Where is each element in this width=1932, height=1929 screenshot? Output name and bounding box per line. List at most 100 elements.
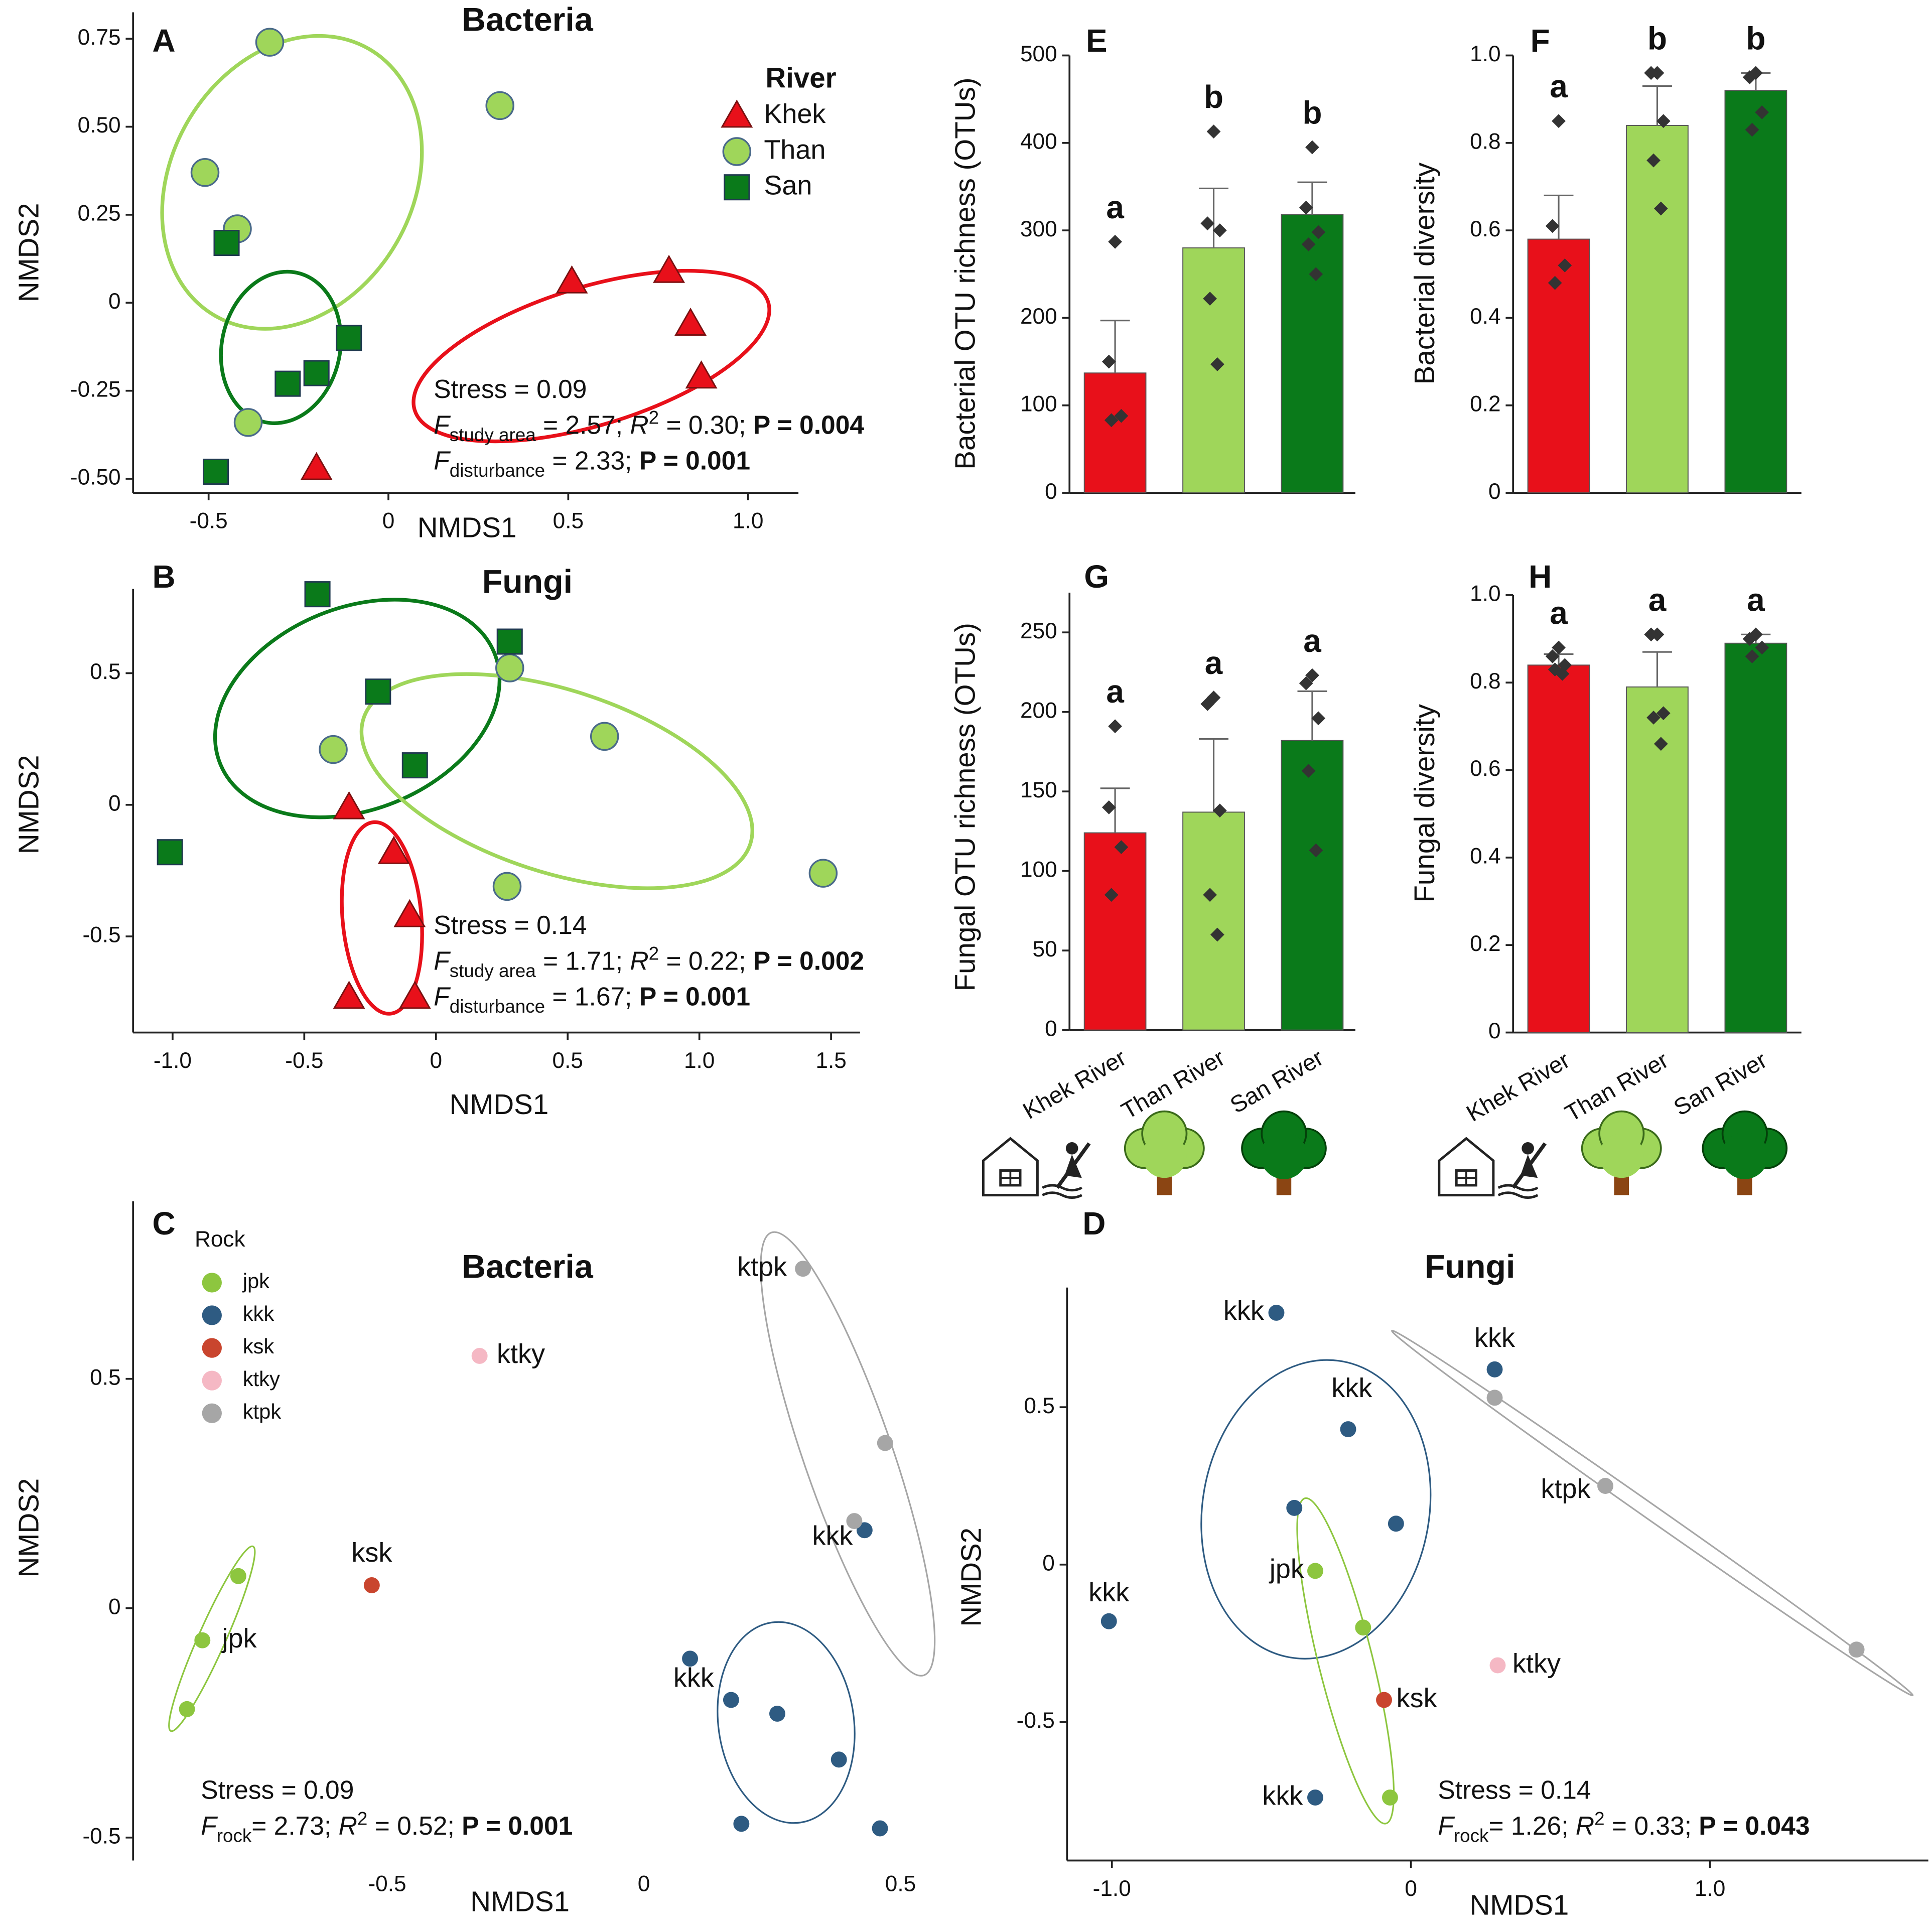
point — [213, 230, 240, 256]
point — [590, 722, 619, 751]
significance-letter: a — [1550, 68, 1568, 104]
significance-letter: a — [1106, 189, 1124, 225]
point-label: kkk — [1474, 1323, 1515, 1353]
point-label: ktky — [1512, 1648, 1561, 1679]
point — [1597, 1478, 1613, 1494]
annotation-part: 2 — [649, 943, 659, 964]
x-tick-label: 1.0 — [1695, 1876, 1725, 1901]
annotation: Stress = 0.09 — [434, 374, 587, 403]
ellipse — [1200, 1359, 1432, 1660]
series — [1100, 1305, 1503, 1806]
panel-letter: B — [153, 559, 176, 595]
y-tick-label: -0.5 — [82, 923, 120, 947]
point — [1486, 1361, 1503, 1377]
x-tick-label: -0.5 — [190, 509, 228, 533]
point-label: jpk — [1269, 1554, 1305, 1584]
point — [1307, 1789, 1323, 1806]
legend-label: ksk — [243, 1334, 274, 1358]
panel-letter: H — [1529, 559, 1552, 595]
point — [723, 1692, 739, 1708]
annotation: Frock= 1.26; R2 = 0.33; P = 0.043 — [1438, 1808, 1810, 1846]
legend-label: Khek — [764, 99, 826, 129]
series — [190, 28, 514, 437]
point — [333, 981, 365, 1009]
bar — [1626, 686, 1689, 1033]
point — [190, 158, 220, 187]
point — [492, 872, 522, 901]
annotation-part: = 1.67; — [545, 982, 639, 1011]
annotation-part: Stress = 0.09 — [201, 1775, 354, 1805]
bar — [1626, 124, 1689, 494]
annotation-part: F — [434, 946, 451, 975]
point — [685, 360, 718, 389]
y-tick-label: 1.0 — [1470, 42, 1500, 66]
y-axis-label: Fungal OTU richness (OTUs) — [949, 623, 981, 991]
y-tick-label: 0.8 — [1470, 669, 1500, 694]
data-point — [1104, 888, 1119, 902]
annotation: Stress = 0.14 — [434, 910, 587, 939]
data-point — [1101, 354, 1116, 369]
annotation-part: F — [434, 410, 451, 439]
y-tick-label: -0.25 — [70, 377, 121, 401]
point-label: kkk — [1223, 1296, 1265, 1326]
point — [365, 678, 391, 705]
x-tick-label: 1.0 — [684, 1048, 715, 1073]
y-axis-label: NMDS2 — [13, 755, 44, 854]
y-tick-label: -0.50 — [70, 465, 121, 490]
data-point — [1114, 408, 1129, 423]
series — [300, 254, 718, 480]
annotation-part: R — [339, 1811, 357, 1840]
legend-marker — [202, 1305, 222, 1325]
data-point — [1309, 843, 1323, 858]
y-tick-label: 0 — [108, 1594, 121, 1619]
data-point — [1200, 216, 1215, 231]
y-tick-label: 0 — [108, 791, 121, 815]
data-point — [1299, 200, 1313, 215]
annotation-part: = 2.73; — [251, 1811, 338, 1840]
x-tick-label: -1.0 — [154, 1048, 192, 1073]
legend-marker — [722, 137, 752, 166]
series — [363, 1577, 380, 1593]
legend-marker — [721, 99, 753, 128]
point — [377, 836, 410, 864]
annotation-part: P = 0.001 — [639, 982, 750, 1011]
ellipse — [219, 269, 343, 425]
point — [1848, 1641, 1865, 1658]
point — [1382, 1789, 1398, 1806]
point — [1376, 1692, 1392, 1708]
bar — [1083, 832, 1147, 1031]
ellipse — [160, 34, 424, 331]
bar — [1724, 642, 1787, 1033]
ellipse — [717, 1621, 856, 1824]
annotation-part: = 1.26; — [1488, 1811, 1575, 1840]
y-axis-label: NMDS2 — [955, 1528, 987, 1627]
point — [319, 735, 348, 764]
y-tick-label: 0.4 — [1470, 304, 1500, 329]
panel-letter: G — [1084, 559, 1109, 595]
point-label: jpk — [221, 1623, 257, 1654]
bar — [1527, 664, 1590, 1033]
x-tick-label: -0.5 — [285, 1048, 323, 1073]
legend: Khek Than San — [721, 99, 826, 200]
point-label: ksk — [351, 1538, 392, 1568]
point-label: kkk — [673, 1663, 715, 1693]
annotation-part: P = 0.001 — [639, 446, 750, 475]
point — [1286, 1499, 1303, 1516]
annotation-part: F — [1438, 1811, 1455, 1840]
y-tick-label: 0.6 — [1470, 756, 1500, 781]
y-tick-label: 0.50 — [78, 113, 121, 137]
annotation-part: P = 0.004 — [753, 410, 865, 439]
point — [1307, 1563, 1323, 1579]
y-tick-label: 0.75 — [78, 25, 121, 50]
data-point — [1309, 267, 1323, 282]
annotation: Stress = 0.09 — [201, 1775, 354, 1805]
annotation-part: P = 0.001 — [462, 1811, 573, 1840]
point — [300, 452, 333, 480]
point-label: kkk — [1088, 1577, 1130, 1607]
point — [194, 1632, 211, 1648]
x-tick-label: 0 — [382, 509, 395, 533]
legend: jpk kkk ksk ktky ktpk — [202, 1269, 281, 1423]
y-tick-label: 0 — [1045, 1016, 1057, 1041]
